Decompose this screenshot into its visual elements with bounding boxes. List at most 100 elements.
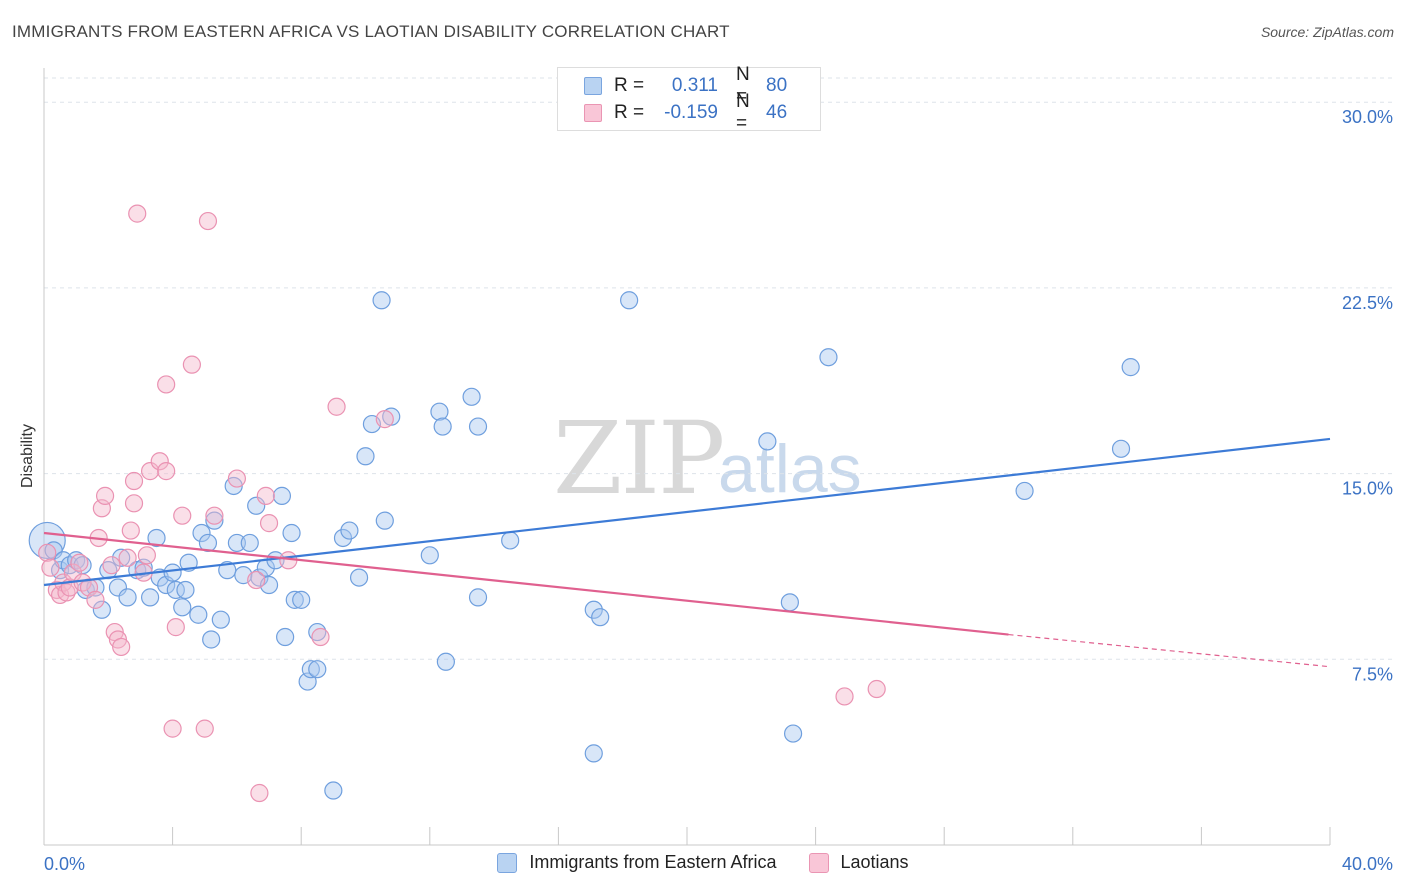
data-point [819,348,838,367]
data-point [195,719,214,738]
legend-label-eastern-africa: Immigrants from Eastern Africa [529,852,777,872]
data-point [227,469,246,488]
data-point [308,660,327,679]
data-point [112,637,131,657]
legend-swatch-blue [497,852,518,873]
data-point [173,598,192,617]
data-point [324,781,343,800]
data-point [118,548,137,567]
legend-n-label: N = [736,64,750,107]
axes [43,68,1331,846]
legend-n-label: N = [736,91,750,134]
data-point [92,600,111,619]
data-point [462,387,481,406]
data-point [584,744,603,763]
data-point [166,618,185,637]
data-point [349,568,369,587]
data-point [163,719,182,738]
legend-swatch-pink [584,104,602,122]
trend-line-pink-extension [1008,633,1331,668]
data-point [124,471,144,491]
data-point [70,553,89,572]
correlation-legend: R = 0.311 N = 80 R = -0.159 N = 46 [557,64,821,134]
data-point [292,590,311,609]
legend-row-pink: R = -0.159 N = 46 [584,91,788,134]
legend-r-label: R = [614,102,645,123]
data-point [783,724,803,743]
data-point [137,546,156,565]
data-point [259,514,279,533]
legend-row-blue: R = 0.311 N = 80 [584,64,788,107]
data-point [835,687,854,706]
data-point [780,593,799,612]
data-point [118,588,137,607]
x-tick-label: 0.0% [44,854,85,874]
data-point [1111,439,1131,458]
data-point [121,521,140,540]
data-point [95,486,115,505]
data-point [28,521,66,560]
points [28,204,1140,803]
chart-title: IMMIGRANTS FROM EASTERN AFRICA VS LAOTIA… [12,22,730,41]
data-point [375,410,394,429]
data-point [468,417,488,436]
y-tick-label: 15.0% [1342,479,1393,499]
legend-swatch-pink [808,852,829,873]
data-point [420,546,439,565]
data-point [430,402,449,421]
legend-r-value: 0.311 [671,75,718,96]
data-point [140,462,160,481]
legend-n-value: 80 [766,75,788,96]
trend-line-pink [43,531,1009,636]
legend-n-value: 46 [766,102,788,123]
data-point [108,578,128,597]
data-point [867,679,886,699]
data-point [256,486,275,505]
data-point [276,627,295,647]
data-point [308,622,327,642]
data-point [433,417,452,436]
data-point [436,652,455,671]
data-point [250,783,269,803]
data-point [282,523,301,543]
y-tick-label: 22.5% [1342,293,1393,313]
source-label: Source: ZipAtlas.com [1260,24,1394,40]
data-point [227,533,246,553]
x-tick-label: 40.0% [1342,854,1393,874]
legend-item-eastern-africa: Immigrants from Eastern Africa [497,852,777,873]
data-point [250,568,269,587]
data-point [166,580,185,600]
data-point [157,462,176,481]
data-point [333,528,353,548]
trend-line-blue [43,437,1331,587]
data-point [198,533,218,553]
series-legend: Immigrants from Eastern Africa Laotians [0,852,1406,873]
data-point [57,583,76,602]
trend-lines [43,437,1331,668]
data-point [179,553,198,572]
data-point [147,528,166,548]
data-point [620,291,639,310]
data-point [340,521,359,540]
data-point [163,563,182,582]
data-point [247,570,266,590]
data-point [1121,358,1140,377]
data-point [205,511,224,530]
data-point [584,600,603,619]
data-point [198,211,218,231]
data-point [205,506,224,525]
legend-swatch-blue [584,77,602,95]
data-point [38,543,57,562]
data-point [112,548,131,567]
data-point [173,506,192,525]
y-axis-label: Disability [19,423,36,489]
data-point [41,558,60,577]
data-point [356,447,375,466]
data-point [240,533,259,553]
data-point [1015,481,1034,501]
data-point [758,432,777,451]
data-point [591,608,610,627]
data-point [501,531,520,550]
data-point [182,355,201,374]
data-point [102,556,121,575]
